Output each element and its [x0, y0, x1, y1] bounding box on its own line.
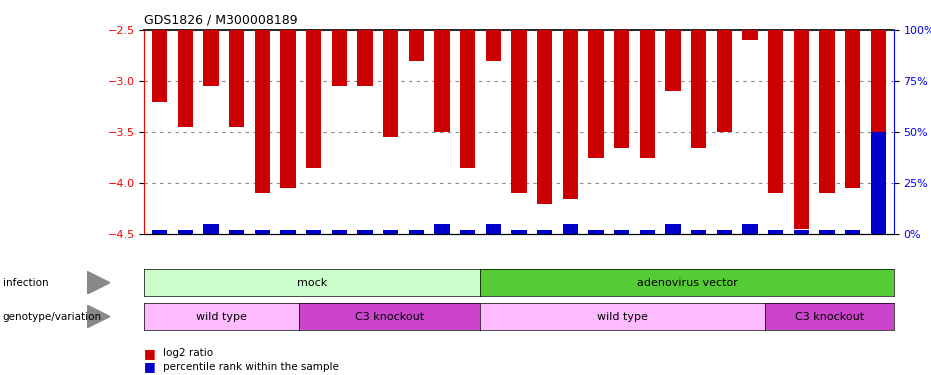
Bar: [306, 30, 321, 168]
Text: C3 knockout: C3 knockout: [356, 312, 425, 321]
Bar: [614, 230, 629, 234]
Bar: [358, 30, 372, 86]
Bar: [717, 230, 732, 234]
Text: adenovirus vector: adenovirus vector: [637, 278, 737, 288]
Text: ■: ■: [144, 360, 156, 373]
Bar: [819, 230, 835, 234]
Text: infection: infection: [3, 278, 48, 288]
Bar: [742, 30, 758, 40]
Text: mock: mock: [297, 278, 328, 288]
Text: wild type: wild type: [597, 312, 648, 321]
Text: ■: ■: [144, 347, 156, 360]
Bar: [562, 224, 578, 234]
Bar: [562, 30, 578, 199]
Bar: [409, 30, 424, 61]
Bar: [793, 230, 809, 234]
Bar: [255, 230, 270, 234]
Bar: [588, 30, 603, 158]
Bar: [280, 30, 296, 188]
Bar: [460, 230, 476, 234]
Bar: [537, 30, 552, 204]
Bar: [870, 30, 886, 132]
Bar: [768, 230, 783, 234]
Bar: [614, 30, 629, 147]
Text: genotype/variation: genotype/variation: [3, 312, 101, 321]
Polygon shape: [87, 305, 110, 328]
Bar: [358, 230, 372, 234]
Bar: [640, 30, 655, 158]
Bar: [383, 30, 398, 137]
Text: wild type: wild type: [196, 312, 248, 321]
Bar: [486, 30, 501, 61]
Bar: [435, 224, 450, 234]
Text: C3 knockout: C3 knockout: [794, 312, 864, 321]
Bar: [511, 230, 527, 234]
Bar: [229, 30, 245, 127]
Bar: [486, 224, 501, 234]
Bar: [203, 224, 219, 234]
Bar: [229, 230, 245, 234]
Text: percentile rank within the sample: percentile rank within the sample: [163, 362, 339, 372]
Text: GDS1826 / M300008189: GDS1826 / M300008189: [144, 13, 298, 26]
Bar: [306, 230, 321, 234]
Bar: [845, 30, 860, 188]
Bar: [691, 230, 707, 234]
Bar: [203, 30, 219, 86]
Bar: [383, 230, 398, 234]
Bar: [511, 30, 527, 194]
Polygon shape: [87, 271, 110, 294]
Bar: [409, 230, 424, 234]
Bar: [178, 30, 193, 127]
Bar: [331, 230, 347, 234]
Bar: [666, 224, 681, 234]
Bar: [435, 30, 450, 132]
Bar: [742, 224, 758, 234]
Bar: [870, 132, 886, 234]
Bar: [845, 230, 860, 234]
Bar: [793, 30, 809, 229]
Bar: [588, 230, 603, 234]
Bar: [537, 230, 552, 234]
Bar: [460, 30, 476, 168]
Bar: [152, 30, 168, 102]
Text: log2 ratio: log2 ratio: [163, 348, 213, 358]
Bar: [280, 230, 296, 234]
Bar: [666, 30, 681, 92]
Bar: [819, 30, 835, 194]
Bar: [152, 230, 168, 234]
Bar: [178, 230, 193, 234]
Bar: [768, 30, 783, 194]
Bar: [255, 30, 270, 194]
Bar: [717, 30, 732, 132]
Bar: [331, 30, 347, 86]
Bar: [691, 30, 707, 147]
Bar: [640, 230, 655, 234]
